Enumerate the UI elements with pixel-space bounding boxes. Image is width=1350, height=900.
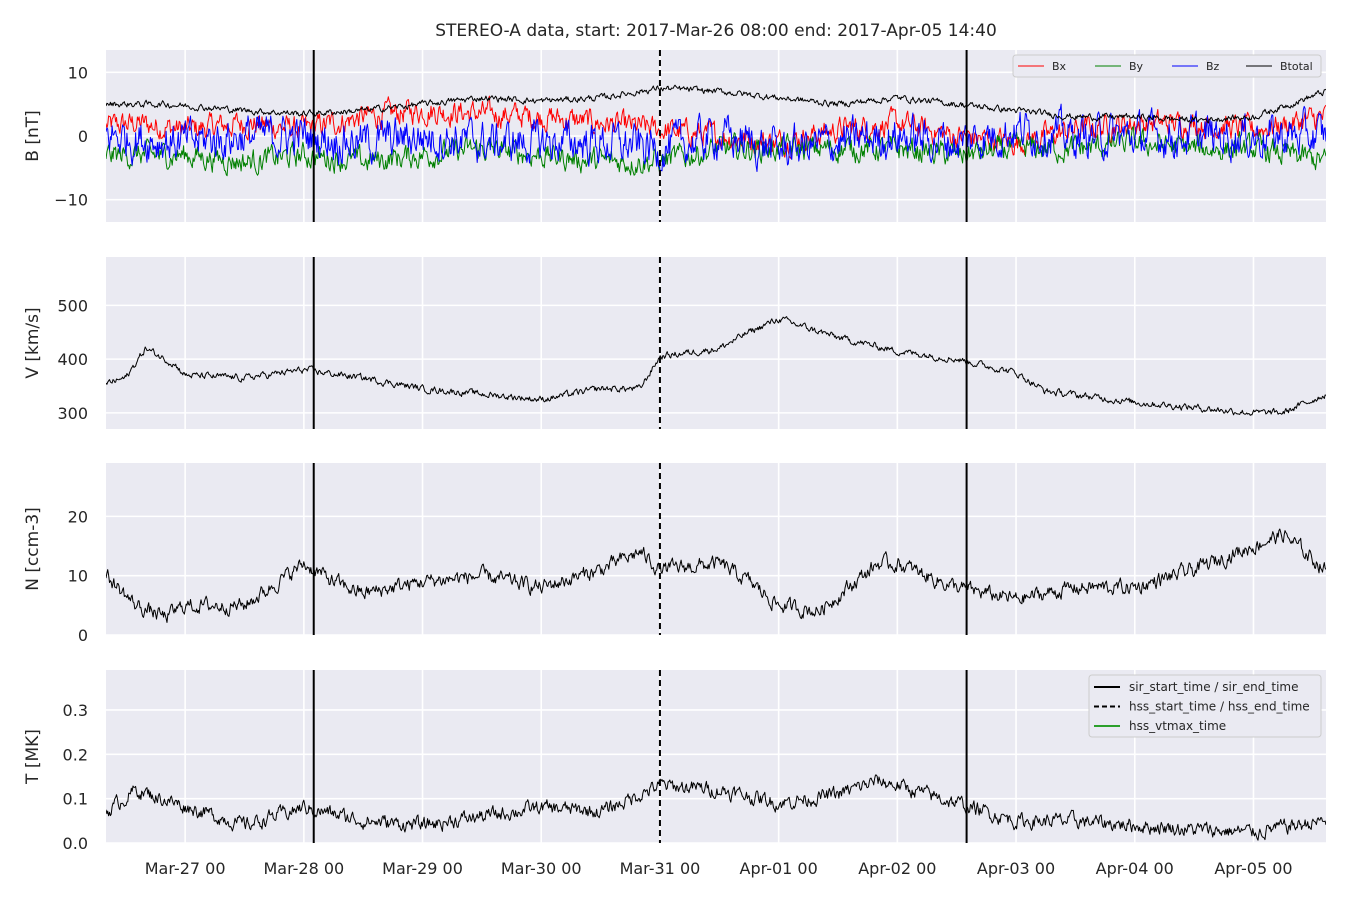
series-btotal-line: [106, 84, 1326, 124]
x-axis-tick-labels: Mar-27 00 Mar-28 00 Mar-29 00 Mar-30 00 Mar-…: [145, 859, 1293, 878]
panel-v-background: [106, 257, 1326, 429]
y-tick-label: 300: [57, 404, 88, 423]
y-tick-label: 0: [78, 626, 88, 645]
b-legend-box: [1012, 54, 1322, 78]
y-tick-label: 0: [78, 127, 88, 146]
legend-label-by: By: [1129, 60, 1144, 73]
y-tick-label: 0.3: [63, 701, 88, 720]
panel-v-series: [106, 316, 1326, 416]
x-tick-label: Apr-05 00: [1214, 859, 1292, 878]
x-tick-label: Mar-28 00: [263, 859, 344, 878]
y-tick-label: −10: [54, 191, 88, 210]
event-legend-label: sir_start_time / sir_end_time: [1129, 680, 1299, 694]
y-tick-label: 20: [68, 507, 88, 526]
y-axis-label: T [MK]: [23, 729, 43, 785]
event-legend-box: [1088, 674, 1322, 738]
series-by-line: [106, 126, 1326, 177]
y-axis-label: N [ccm-3]: [23, 507, 43, 591]
y-tick-label: 500: [57, 296, 88, 315]
series-bz-line: [106, 103, 1326, 172]
x-tick-label: Mar-29 00: [382, 859, 463, 878]
event-legend-label: hss_start_time / hss_end_time: [1129, 700, 1310, 714]
series-n-line: [106, 528, 1326, 623]
panel-t-series: [106, 774, 1326, 841]
panel-v: 300 400 500 V [km/s]: [23, 257, 1326, 429]
y-tick-label: 0.0: [63, 834, 88, 853]
panel-n-series: [106, 528, 1326, 623]
series-v-line: [106, 316, 1326, 416]
y-tick-label: 400: [57, 350, 88, 369]
x-tick-label: Mar-27 00: [145, 859, 226, 878]
x-tick-label: Apr-03 00: [977, 859, 1055, 878]
x-tick-label: Apr-02 00: [858, 859, 936, 878]
legend-label-bz: Bz: [1206, 60, 1220, 73]
legend-label-bx: Bx: [1052, 60, 1067, 73]
x-tick-label: Apr-01 00: [740, 859, 818, 878]
x-tick-label: Mar-30 00: [501, 859, 582, 878]
y-tick-label: 10: [68, 63, 88, 82]
panel-n: 0 10 20 N [ccm-3]: [23, 463, 1326, 645]
legend-label-btotal: Btotal: [1280, 60, 1313, 73]
panel-b: −10 0 10 B [nT] Bx By Bz Btotal: [23, 50, 1326, 222]
y-axis-label: B [nT]: [23, 110, 43, 162]
panels: −10 0 10 B [nT] Bx By Bz Btotal 300 400 500 V [km/s…: [23, 50, 1326, 853]
b-legend: Bx By Bz Btotal: [1012, 54, 1322, 78]
y-axis-label: V [km/s]: [23, 307, 43, 378]
y-tick-label: 0.1: [63, 790, 88, 809]
event-legend: sir_start_time / sir_end_time hss_start_t…: [1088, 674, 1322, 738]
x-tick-label: Mar-31 00: [620, 859, 701, 878]
x-tick-label: Apr-04 00: [1096, 859, 1174, 878]
series-t-line: [106, 774, 1326, 841]
panel-b-series: [106, 84, 1326, 177]
y-tick-label: 10: [68, 567, 88, 586]
event-legend-label: hss_vtmax_time: [1129, 719, 1226, 733]
panel-n-background: [106, 463, 1326, 635]
y-tick-label: 0.2: [63, 745, 88, 764]
figure-title: STEREO-A data, start: 2017-Mar-26 08:00 …: [435, 21, 997, 41]
panel-t: 0.0 0.1 0.2 0.3 T [MK] sir_start_time / sir_e…: [23, 670, 1326, 853]
